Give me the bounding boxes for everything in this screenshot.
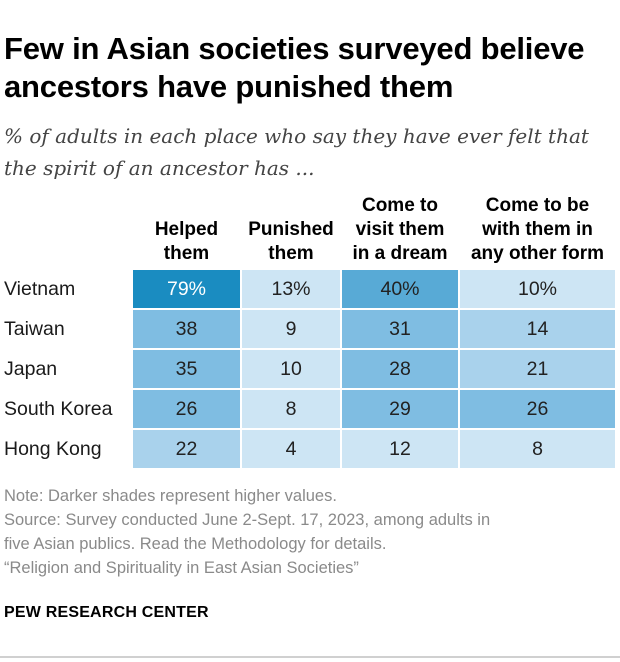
row-label: South Korea [4,398,113,420]
heatmap-cell: 29 [342,390,458,428]
heatmap-cell: 35 [133,350,240,388]
heatmap-cell: 4 [242,430,340,468]
heatmap-cell: 26 [133,390,240,428]
source-text-line-2: five Asian publics. Read the Methodology… [4,535,387,553]
chart-notes: Note: Darker shades represent higher val… [4,484,616,580]
chart-subtitle-line-2: the spirit of an ancestor has ... [4,156,315,180]
row-label: Vietnam [4,278,76,300]
footer-divider [0,656,620,658]
heatmap-cell: 8 [460,430,615,468]
pew-logo-text: PEW RESEARCH CENTER [4,604,209,621]
heatmap-cell: 28 [342,350,458,388]
chart-title-line-1: Few in Asian societies surveyed believe [4,31,585,66]
column-header-1: Helped them [154,219,219,264]
heatmap-cell: 9 [242,310,340,348]
heatmap-cell: 79% [133,270,240,308]
row-label: Japan [4,358,58,380]
column-header-3: Come to visit them in a dream [352,195,448,264]
chart-subtitle-line-1: % of adults in each place who say they h… [4,124,589,148]
note-text: Note: Darker shades represent higher val… [4,487,337,505]
heatmap-cell: 21 [460,350,615,388]
row-label: Hong Kong [4,438,102,460]
heatmap-cell: 14 [460,310,615,348]
row-label: Taiwan [4,318,65,340]
heatmap-cell: 22 [133,430,240,468]
chart-title: Few in Asian societies surveyed believe … [4,30,616,106]
chart-title-line-2: ancestors have punished them [4,69,454,104]
column-header-2: Punished them [248,219,334,264]
heatmap-cell: 26 [460,390,615,428]
heatmap-cell: 13% [242,270,340,308]
heatmap-cell: 31 [342,310,458,348]
heatmap-cell: 12 [342,430,458,468]
source-text-line-1: Source: Survey conducted June 2-Sept. 17… [4,511,491,529]
heatmap-cell: 8 [242,390,340,428]
chart-subtitle: % of adults in each place who say they h… [4,120,616,184]
heatmap-cell: 40% [342,270,458,308]
heatmap-cell: 38 [133,310,240,348]
report-title: “Religion and Spirituality in East Asian… [4,559,359,577]
heatmap-cell: 10% [460,270,615,308]
heatmap-cell: 10 [242,350,340,388]
column-header-4: Come to be with them in any other form [470,195,605,264]
